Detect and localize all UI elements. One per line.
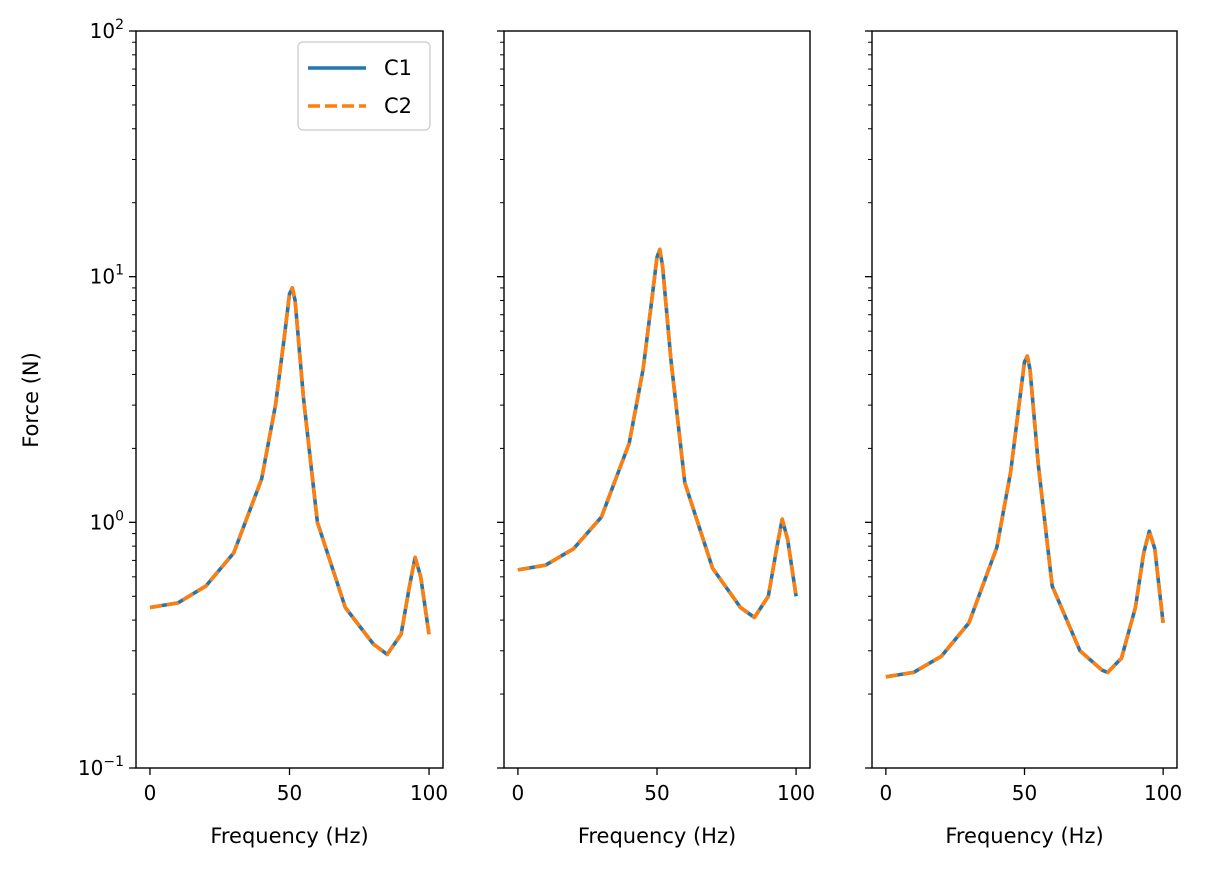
x-tick-label: 0	[144, 781, 157, 805]
legend: C1 C2	[297, 41, 431, 131]
x-tick-label: 0	[512, 781, 525, 805]
x-tick-label: 50	[644, 781, 669, 805]
x-axis-label: Frequency (Hz)	[210, 824, 368, 848]
series-line-c1	[885, 354, 1165, 679]
axes-frame	[135, 30, 444, 769]
series-line-c2	[149, 286, 431, 657]
y-tick-label: 102	[90, 17, 124, 43]
subplots: 0 50 100 Frequency (Hz) 102 101 100 10−1 C1 C2 0 50…	[78, 17, 1182, 848]
legend-label-c2: C2	[384, 94, 412, 118]
x-axis-label: Frequency (Hz)	[578, 824, 736, 848]
axes-frame	[503, 30, 811, 769]
y-tick-label: 10−1	[78, 754, 124, 780]
legend-label-c1: C1	[384, 56, 412, 80]
x-tick-label: 100	[777, 781, 815, 805]
x-tick-label: 100	[1144, 781, 1182, 805]
series-line-c2	[517, 247, 798, 620]
x-tick-label: 100	[410, 781, 448, 805]
legend-box	[297, 41, 431, 131]
subplot-1: 0 50 100 Frequency (Hz) 102 101 100 10−1 C1 C2	[78, 17, 448, 848]
axes-frame	[871, 30, 1178, 769]
y-axis-label: Force (N)	[19, 352, 43, 448]
y-tick-label: 101	[90, 263, 124, 289]
series-line-c1	[517, 247, 798, 620]
series-line-c1	[149, 286, 431, 657]
series-line-c2	[885, 354, 1165, 679]
y-tick-label: 100	[90, 508, 124, 534]
x-tick-label: 50	[277, 781, 302, 805]
subplot-3: 0 50 100 Frequency (Hz)	[865, 30, 1182, 848]
subplot-2: 0 50 100 Frequency (Hz)	[497, 30, 815, 848]
x-tick-label: 50	[1012, 781, 1037, 805]
x-tick-label: 0	[879, 781, 892, 805]
x-axis-label: Frequency (Hz)	[945, 824, 1103, 848]
